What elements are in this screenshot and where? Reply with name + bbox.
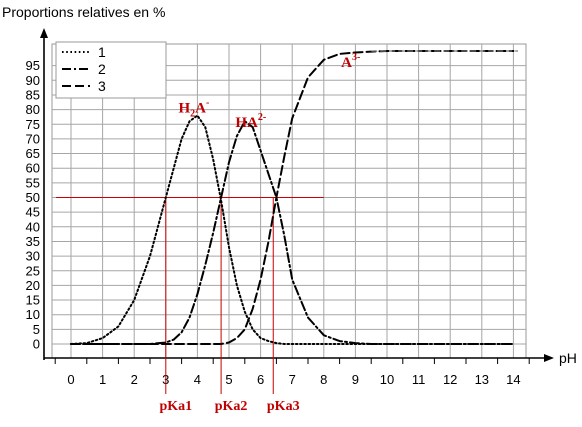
species-label-3: A3- <box>341 52 360 71</box>
x-tick-label-11: 11 <box>412 372 426 387</box>
pka-label-2: pKa2 <box>215 399 248 414</box>
y-tick-label-70: 70 <box>26 131 40 146</box>
y-tick-label-20: 20 <box>26 278 40 293</box>
y-tick-label-15: 15 <box>26 293 40 308</box>
x-tick-label-0: 0 <box>67 372 74 387</box>
series-line-1 <box>70 114 515 345</box>
species-label-2: HA2- <box>235 112 266 131</box>
y-tick-label-95: 95 <box>26 58 40 73</box>
x-tick-label-2: 2 <box>131 372 138 387</box>
x-tick-label-5: 5 <box>225 372 232 387</box>
x-tick-label-8: 8 <box>320 372 327 387</box>
legend-label-3: 3 <box>98 78 106 94</box>
x-axis-title: pH <box>559 350 577 366</box>
y-axis-arrow <box>40 28 48 38</box>
y-tick-label-85: 85 <box>26 87 40 102</box>
legend: 123 <box>55 41 167 99</box>
y-tick-label-55: 55 <box>26 175 40 190</box>
y-tick-label-60: 60 <box>26 161 40 176</box>
species-label-1: H2A- <box>178 98 209 120</box>
x-tick-label-4: 4 <box>194 372 201 387</box>
y-tick-label-35: 35 <box>26 234 40 249</box>
y-tick-label-40: 40 <box>26 219 40 234</box>
x-tick-label-13: 13 <box>475 372 489 387</box>
y-tick-label-45: 45 <box>26 205 40 220</box>
x-tick-label-7: 7 <box>289 372 296 387</box>
y-tick-label-90: 90 <box>26 73 40 88</box>
pka-label-1: pKa1 <box>159 399 192 414</box>
y-axis-title: Proportions relatives en % <box>2 4 165 20</box>
x-tick-label-9: 9 <box>352 372 359 387</box>
species-annotations: H2A- HA2- A3- <box>178 52 360 131</box>
x-tick-label-14: 14 <box>506 372 520 387</box>
y-tick-label-25: 25 <box>26 263 40 278</box>
y-tick-label-30: 30 <box>26 249 40 264</box>
legend-box <box>55 41 167 99</box>
reference-lines: pKa1 pKa2 pKa3 <box>56 197 324 414</box>
legend-label-2: 2 <box>98 61 106 77</box>
y-tick-label-75: 75 <box>26 117 40 132</box>
y-tick-label-50: 50 <box>26 190 40 205</box>
axes <box>40 28 554 364</box>
x-tick-label-6: 6 <box>257 372 264 387</box>
y-tick-label-10: 10 <box>26 307 40 322</box>
y-tick-label-65: 65 <box>26 146 40 161</box>
x-tick-label-1: 1 <box>99 372 106 387</box>
y-tick-label-0: 0 <box>33 337 40 352</box>
pka-label-3: pKa3 <box>267 399 300 414</box>
x-tick-label-12: 12 <box>443 372 457 387</box>
x-tick-label-10: 10 <box>380 372 394 387</box>
series-curves <box>70 50 518 345</box>
legend-label-1: 1 <box>98 44 106 60</box>
y-tick-label-5: 5 <box>33 322 40 337</box>
y-tick-label-80: 80 <box>26 102 40 117</box>
x-axis-arrow <box>544 354 554 362</box>
series-line-3 <box>70 50 515 345</box>
